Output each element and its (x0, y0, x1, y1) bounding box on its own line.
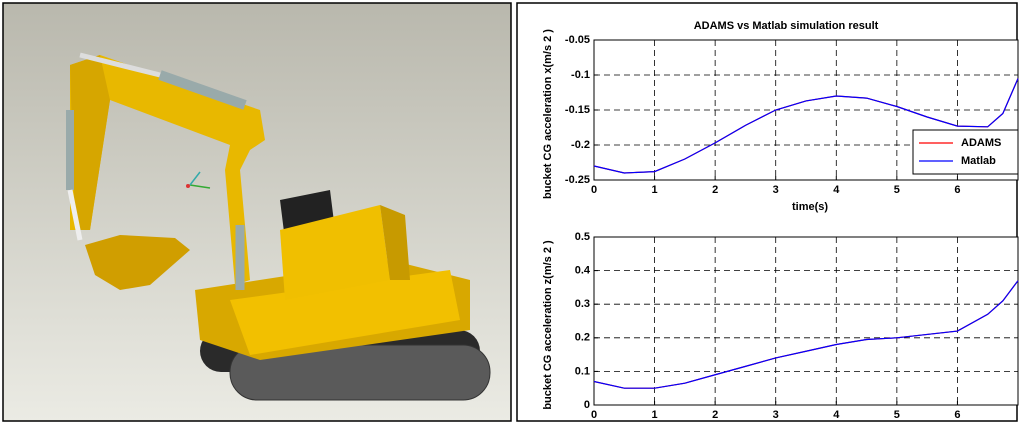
y-tick-label: 0.3 (575, 298, 590, 310)
y-tick-label: 0.5 (575, 231, 590, 243)
y-axis-label: bucket CG acceleration z(m/s 2 ) (542, 240, 554, 410)
y-tick-label: -0.25 (565, 174, 590, 186)
legend-label: Matlab (961, 155, 996, 167)
x-tick-label: 6 (954, 184, 960, 196)
x-tick-label: 4 (833, 409, 840, 421)
x-tick-label: 2 (712, 409, 718, 421)
y-tick-label: 0 (584, 399, 590, 411)
y-tick-label: -0.05 (565, 34, 590, 46)
x-tick-label: 0 (591, 409, 597, 421)
y-tick-label: 0.2 (575, 332, 590, 344)
x-tick-label: 3 (773, 409, 779, 421)
x-tick-label: 5 (894, 409, 900, 421)
y-axis-label: bucket CG acceleration x(m/s 2 ) (542, 29, 554, 199)
chart-title: ADAMS vs Matlab simulation result (694, 20, 879, 32)
x-tick-label: 1 (652, 184, 658, 196)
y-tick-label: -0.15 (565, 104, 590, 116)
y-tick-label: 0.4 (575, 265, 591, 277)
y-tick-label: -0.2 (571, 139, 590, 151)
excavator-render (3, 3, 511, 421)
x-tick-label: 1 (652, 409, 658, 421)
x-tick-label: 3 (773, 184, 779, 196)
legend-label: ADAMS (961, 137, 1001, 149)
figure: -0.25 -0.2 -0.15 -0.1 -0.05 0 1 2 3 4 5 6 ADAMS vs M… (0, 0, 1019, 424)
y-tick-label: -0.1 (571, 69, 590, 81)
x-tick-label: 4 (833, 184, 840, 196)
x-tick-label: 0 (591, 184, 597, 196)
y-tick-label: 0.1 (575, 365, 590, 377)
plot-area (594, 237, 1018, 405)
x-tick-label: 2 (712, 184, 718, 196)
x-tick-label: 6 (954, 409, 960, 421)
x-tick-label: 5 (894, 184, 900, 196)
x-axis-label: time(s) (792, 201, 828, 213)
